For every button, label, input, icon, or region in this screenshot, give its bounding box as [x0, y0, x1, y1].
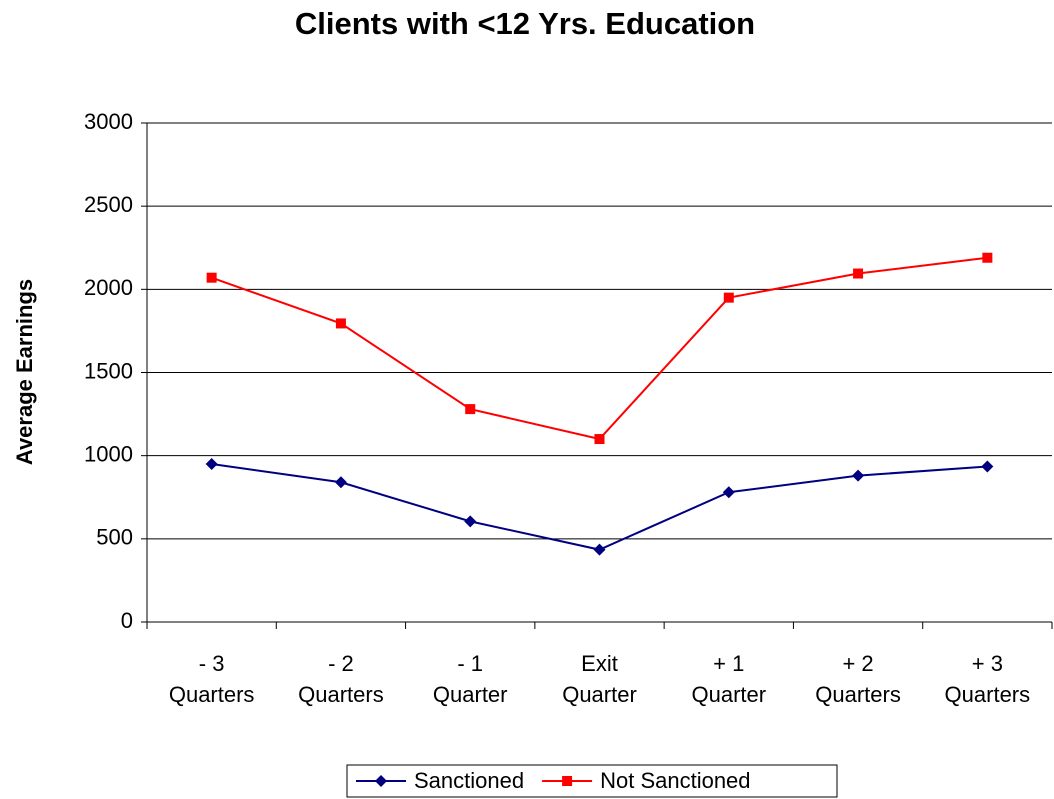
marker [206, 272, 217, 283]
y-tick-label: 2500 [84, 192, 133, 217]
legend-label: Sanctioned [414, 768, 524, 793]
series-line [211, 462, 988, 551]
legend: Sanctioned Not Sanctioned [346, 764, 838, 798]
marker [335, 318, 346, 329]
y-tick-label: 3000 [84, 109, 133, 134]
marker [334, 476, 347, 489]
marker [464, 515, 477, 528]
x-tick-label: - 3 Quarters [169, 651, 255, 707]
marker [465, 404, 476, 415]
marker [723, 292, 734, 303]
marker [375, 775, 387, 787]
x-tick-label: + 3 Quarters [945, 651, 1031, 707]
marker [562, 776, 573, 786]
y-axis-label: Average Earnings [12, 279, 37, 465]
marker [982, 252, 993, 263]
marker [981, 460, 994, 473]
x-tick-label: - 1 Quarter [433, 651, 508, 707]
marker [594, 434, 605, 445]
marker [853, 268, 864, 279]
x-tick-label: + 2 Quarters [815, 651, 901, 707]
legend-label: Not Sanctioned [600, 768, 750, 793]
chart-title: Clients with <12 Yrs. Education [295, 6, 755, 41]
y-tick-label: 500 [96, 525, 133, 550]
x-tick-label: - 2 Quarters [298, 651, 384, 707]
marker [722, 486, 735, 499]
y-tick-label: 0 [121, 608, 133, 633]
x-tick-label: + 1 Quarter [691, 651, 766, 707]
x-tick-label: Exit Quarter [562, 651, 637, 707]
y-tick-label: 2000 [84, 275, 133, 300]
y-tick-label: 1000 [84, 441, 133, 466]
series-line [211, 256, 988, 441]
marker [852, 469, 865, 482]
marker [593, 543, 606, 556]
marker [205, 457, 218, 470]
y-tick-label: 1500 [84, 358, 133, 383]
